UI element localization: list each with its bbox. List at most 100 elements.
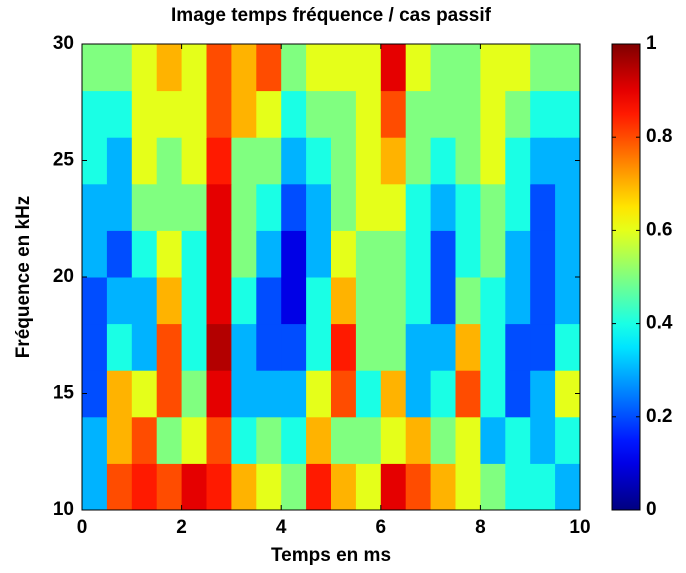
heatmap-cell [430, 370, 456, 418]
heatmap-cell [555, 277, 581, 325]
heatmap-cell [555, 90, 581, 138]
heatmap-cell [156, 416, 183, 464]
heatmap-cell [355, 277, 382, 325]
heatmap-cell [306, 416, 332, 464]
heatmap-cell [405, 463, 432, 511]
heatmap-cell [256, 183, 282, 231]
heatmap-cell [455, 323, 481, 371]
heatmap-cell [430, 277, 456, 325]
heatmap-cell [380, 416, 407, 464]
heatmap-cell [281, 44, 307, 92]
colorbar-tick-label: 0 [646, 499, 657, 520]
heatmap-cell [256, 416, 282, 464]
heatmap-cell [231, 323, 257, 371]
colorbar-tick-label: 0.6 [646, 219, 672, 240]
heatmap-cell [181, 370, 207, 418]
heatmap-cell [530, 323, 556, 371]
heatmap-cell [355, 90, 382, 138]
heatmap-cell [405, 90, 432, 138]
heatmap-cell [131, 183, 158, 231]
heatmap-cell [555, 323, 581, 371]
heatmap-cell [355, 416, 382, 464]
y-tick-label: 10 [53, 499, 74, 520]
heatmap-cell [181, 230, 207, 278]
heatmap-cell [355, 323, 382, 371]
heatmap-cell [430, 44, 456, 92]
heatmap-cell [380, 137, 407, 185]
heatmap-cell [555, 230, 581, 278]
heatmap-cell [281, 323, 307, 371]
colorbar-tick-label: 0.4 [646, 313, 673, 334]
heatmap-cell [331, 90, 357, 138]
heatmap-cell [281, 370, 307, 418]
y-tick-label: 25 [53, 150, 75, 171]
heatmap-cell [530, 90, 556, 138]
heatmap-cell [530, 463, 556, 511]
heatmap-cell [256, 90, 282, 138]
heatmap-cell [331, 323, 357, 371]
heatmap-cell [480, 44, 506, 92]
heatmap-cell [156, 370, 183, 418]
heatmap-cell [256, 137, 282, 185]
heatmap-cell [156, 230, 183, 278]
heatmap-cell [480, 230, 506, 278]
heatmap-cell [505, 44, 531, 92]
heatmap-cell [505, 230, 531, 278]
heatmap-cell [530, 230, 556, 278]
heatmap-cell [106, 323, 133, 371]
heatmap-cell [306, 370, 332, 418]
heatmap-cell [231, 416, 257, 464]
heatmap-cell [355, 463, 382, 511]
heatmap-cell [82, 277, 108, 325]
heatmap-cell [206, 323, 232, 371]
heatmap-cell [355, 230, 382, 278]
heatmap-cell [380, 230, 407, 278]
heatmap-cell [380, 323, 407, 371]
heatmap-cell [206, 370, 232, 418]
heatmap-cell [331, 44, 357, 92]
heatmap-cell [455, 137, 481, 185]
heatmap-cell [256, 230, 282, 278]
heatmap-cell [82, 416, 108, 464]
heatmap-cell [206, 277, 232, 325]
heatmap-cell [206, 463, 232, 511]
heatmap-cell [106, 370, 133, 418]
heatmap-cell [455, 44, 481, 92]
heatmap-cell [505, 463, 531, 511]
heatmap-cell [231, 183, 257, 231]
heatmap-cell [206, 183, 232, 231]
heatmap-cell [156, 277, 183, 325]
heatmap-cell [306, 277, 332, 325]
heatmap-cell [331, 463, 357, 511]
heatmap-cell [405, 277, 432, 325]
heatmap-cell [430, 230, 456, 278]
heatmap-cell [256, 370, 282, 418]
heatmap-cell [455, 416, 481, 464]
heatmap-cell [306, 323, 332, 371]
heatmap-cell [181, 137, 207, 185]
heatmap-cell [156, 323, 183, 371]
colorbar-tick-label: 0.2 [646, 406, 672, 427]
heatmap-cell [82, 323, 108, 371]
heatmap-cell [206, 90, 232, 138]
heatmap-cell [306, 44, 332, 92]
heatmap-cell [206, 44, 232, 92]
heatmap-cell [281, 463, 307, 511]
heatmap-cell [131, 137, 158, 185]
heatmap-cell [106, 463, 133, 511]
heatmap-cell [231, 277, 257, 325]
x-tick-label: 8 [475, 517, 486, 538]
y-tick-label: 20 [53, 266, 74, 287]
heatmap-cell [430, 137, 456, 185]
colorbar [611, 43, 641, 511]
heatmap-cell [480, 183, 506, 231]
heatmap-cell [331, 183, 357, 231]
colorbar-tick-label: 0.8 [646, 126, 672, 147]
heatmap-cell [530, 44, 556, 92]
heatmap-cell [480, 323, 506, 371]
x-tick-label: 2 [176, 517, 187, 538]
heatmap-cell [331, 370, 357, 418]
heatmap-cell [331, 137, 357, 185]
heatmap-cell [256, 323, 282, 371]
colorbar-tick-label: 1 [646, 33, 657, 54]
